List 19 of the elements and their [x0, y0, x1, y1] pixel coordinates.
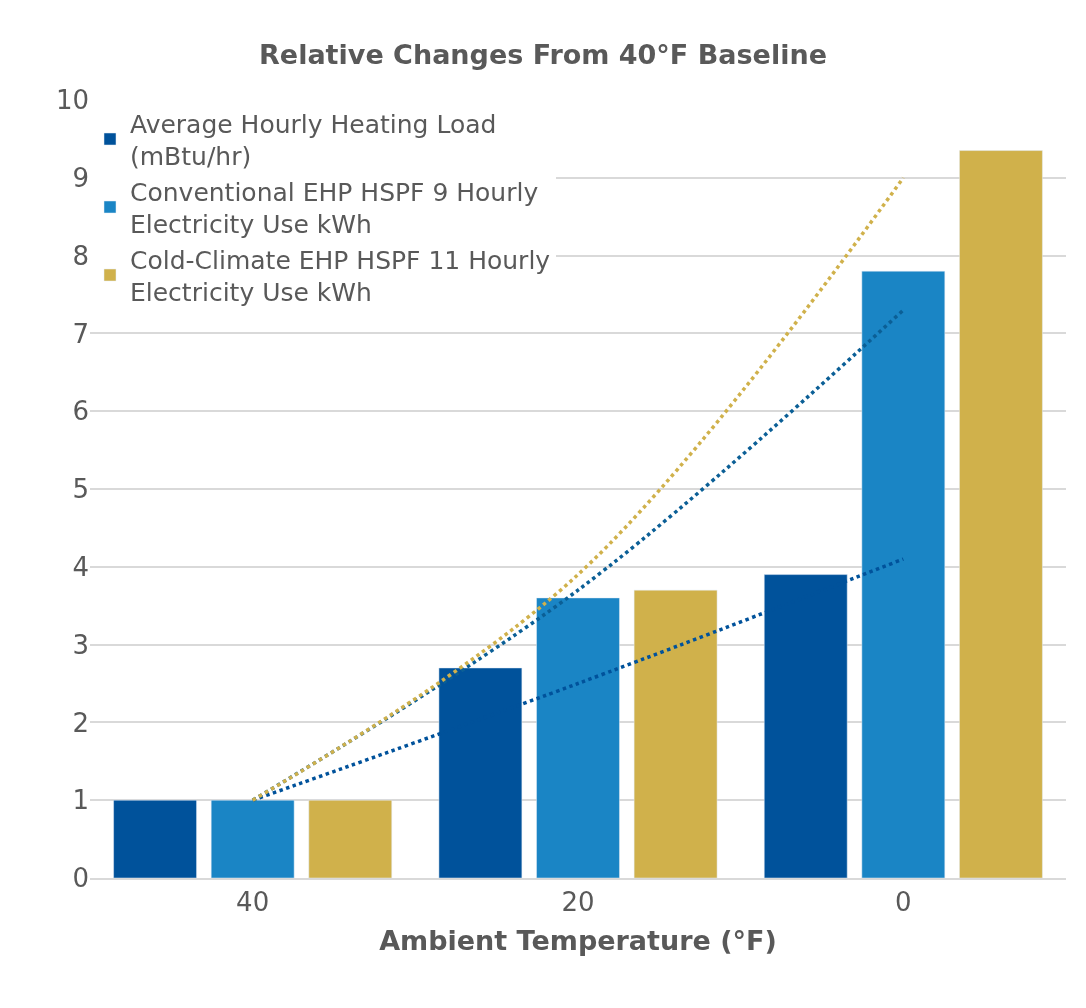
y-tick-label: 1	[72, 785, 89, 816]
x-tick-label: 40	[236, 887, 270, 918]
legend-label: Conventional EHP HSPF 9 Hourly Electricity Use kWh	[130, 177, 539, 239]
y-tick-label: 7	[72, 318, 89, 349]
y-tick-label: 5	[72, 474, 89, 505]
y-tick-label: 4	[72, 551, 89, 582]
legend-label: Average Hourly Heating Load (mBtu/hr)	[130, 109, 497, 171]
x-axis-title: Ambient Temperature (°F)	[379, 925, 777, 957]
y-tick-label: 3	[72, 629, 89, 660]
y-tick-label: 0	[72, 863, 89, 894]
y-tick-label: 2	[72, 707, 89, 738]
y-tick-label: 9	[72, 162, 89, 193]
x-tick-label: 0	[895, 887, 912, 918]
y-tick-label: 10	[55, 85, 89, 116]
chart-title: Relative Changes From 40°F Baseline	[259, 39, 827, 71]
legend-label: Cold-Climate EHP HSPF 11 Hourly Electricity Use kWh	[130, 245, 551, 307]
x-tick-label: 20	[561, 887, 595, 918]
y-tick-label: 8	[72, 240, 89, 271]
y-tick-label: 6	[72, 396, 89, 427]
